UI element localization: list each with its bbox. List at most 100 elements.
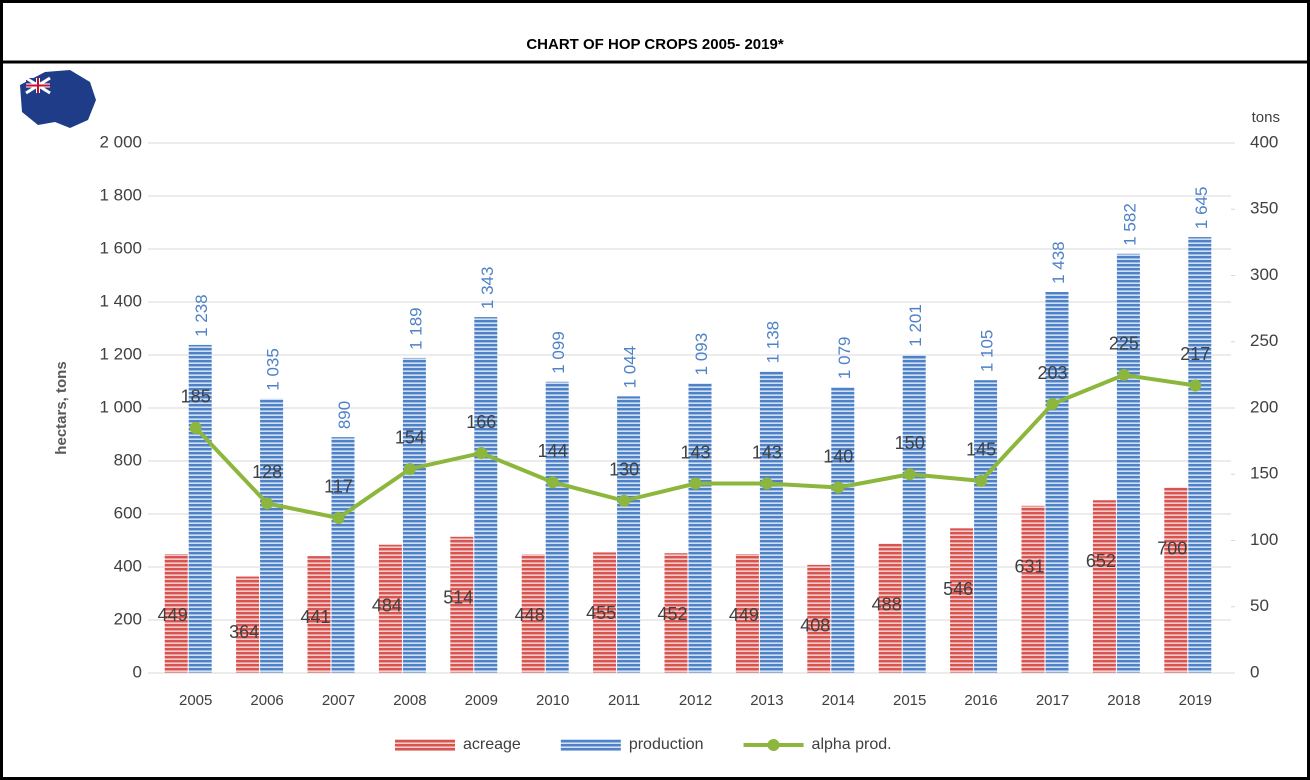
y-tick-label: 1 800 bbox=[99, 185, 142, 204]
bar bbox=[1164, 487, 1188, 673]
bar bbox=[1045, 291, 1069, 673]
data-label: 1 138 bbox=[763, 321, 782, 364]
data-label: 1 079 bbox=[835, 337, 854, 380]
y-tick-label: 200 bbox=[114, 609, 142, 628]
data-label: 140 bbox=[823, 446, 853, 466]
line-marker bbox=[189, 421, 202, 434]
x-tick-label: 2016 bbox=[964, 692, 997, 709]
x-tick-label: 2007 bbox=[322, 692, 355, 709]
bar bbox=[974, 380, 998, 673]
bar bbox=[331, 437, 355, 673]
y-tick-label: 1 000 bbox=[99, 397, 142, 416]
data-label: 652 bbox=[1086, 551, 1116, 571]
legend-swatch bbox=[560, 739, 621, 751]
x-tick-label: 2008 bbox=[393, 692, 426, 709]
bar bbox=[617, 396, 641, 673]
data-label: 449 bbox=[158, 605, 188, 625]
data-label: 484 bbox=[372, 595, 402, 615]
data-label: 225 bbox=[1109, 334, 1139, 354]
legend-swatch bbox=[767, 739, 780, 751]
line-marker bbox=[403, 462, 416, 475]
data-label: 1 582 bbox=[1120, 203, 1139, 246]
bar bbox=[236, 576, 260, 673]
data-label: 143 bbox=[680, 442, 710, 462]
y2-tick-label: 0 bbox=[1250, 662, 1259, 681]
x-tick-label: 2012 bbox=[679, 692, 712, 709]
x-tick-label: 2013 bbox=[750, 692, 783, 709]
data-label: 1 238 bbox=[192, 294, 211, 337]
bar bbox=[950, 528, 974, 673]
data-label: 217 bbox=[1180, 344, 1210, 364]
data-label: 364 bbox=[229, 622, 259, 642]
data-label: 448 bbox=[515, 605, 545, 625]
bar bbox=[831, 387, 855, 673]
data-label: 890 bbox=[335, 401, 354, 429]
data-label: 546 bbox=[943, 579, 973, 599]
bar bbox=[307, 556, 331, 673]
bar bbox=[545, 381, 569, 673]
data-label: 408 bbox=[800, 616, 830, 636]
line-marker bbox=[832, 481, 845, 494]
bar bbox=[1092, 500, 1116, 673]
data-label: 154 bbox=[395, 428, 425, 448]
data-label: 117 bbox=[324, 477, 353, 497]
legend-swatch bbox=[395, 739, 455, 751]
x-tick-label: 2011 bbox=[608, 692, 640, 709]
line-marker bbox=[760, 477, 773, 490]
line-marker bbox=[332, 511, 345, 524]
bar bbox=[664, 553, 688, 673]
line-marker bbox=[475, 447, 488, 460]
data-label: 185 bbox=[181, 387, 211, 407]
legend-label: acreage bbox=[463, 736, 521, 753]
y-tick-label: 0 bbox=[133, 662, 142, 681]
y-tick-label: 800 bbox=[114, 450, 142, 469]
bar bbox=[521, 554, 545, 673]
data-label: 452 bbox=[657, 604, 687, 624]
data-label: 144 bbox=[538, 441, 568, 461]
bar bbox=[450, 536, 474, 673]
data-label: 1 099 bbox=[549, 331, 568, 374]
data-label: 441 bbox=[300, 607, 330, 627]
bar bbox=[902, 354, 926, 673]
bar bbox=[164, 554, 188, 673]
y2-tick-label: 400 bbox=[1250, 132, 1278, 151]
bar bbox=[402, 357, 426, 673]
y-tick-label: 600 bbox=[114, 503, 142, 522]
y-tick-label: 1 200 bbox=[99, 344, 142, 363]
data-label: 631 bbox=[1014, 557, 1044, 577]
y-tick-label: 400 bbox=[114, 556, 142, 575]
x-tick-label: 2014 bbox=[822, 692, 855, 709]
bar bbox=[878, 543, 902, 673]
data-label: 449 bbox=[729, 605, 759, 625]
bar bbox=[759, 371, 783, 673]
bar bbox=[688, 383, 712, 673]
y2-tick-label: 200 bbox=[1250, 397, 1278, 416]
x-tick-label: 2005 bbox=[179, 692, 212, 709]
x-tick-label: 2009 bbox=[465, 692, 498, 709]
line-marker bbox=[546, 476, 559, 489]
data-label: 1 105 bbox=[978, 330, 997, 373]
line-marker bbox=[689, 477, 702, 490]
bar bbox=[1116, 253, 1140, 673]
data-label: 150 bbox=[895, 433, 925, 453]
bar bbox=[474, 317, 498, 673]
y2-tick-label: 350 bbox=[1250, 199, 1278, 218]
line-marker bbox=[261, 497, 274, 510]
y2-tick-label: 300 bbox=[1250, 265, 1278, 284]
data-label: 488 bbox=[872, 594, 902, 614]
data-label: 700 bbox=[1157, 538, 1187, 558]
data-label: 166 bbox=[466, 412, 496, 432]
line-marker bbox=[975, 474, 988, 487]
bar bbox=[807, 564, 831, 673]
y-tick-label: 1 600 bbox=[99, 238, 142, 257]
x-tick-label: 2019 bbox=[1179, 692, 1212, 709]
chart-title: CHART OF HOP CROPS 2005- 2019* bbox=[526, 36, 783, 53]
data-label: 1 201 bbox=[906, 304, 925, 347]
data-label: 1 093 bbox=[692, 333, 711, 376]
data-label: 1 044 bbox=[621, 346, 640, 389]
data-label: 1 645 bbox=[1192, 187, 1211, 230]
line-marker bbox=[618, 494, 631, 507]
x-tick-label: 2010 bbox=[536, 692, 569, 709]
